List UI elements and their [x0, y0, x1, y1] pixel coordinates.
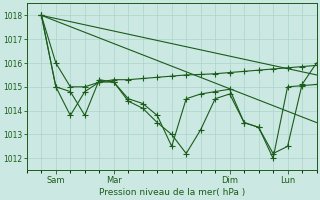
X-axis label: Pression niveau de la mer( hPa ): Pression niveau de la mer( hPa ) [99, 188, 245, 197]
